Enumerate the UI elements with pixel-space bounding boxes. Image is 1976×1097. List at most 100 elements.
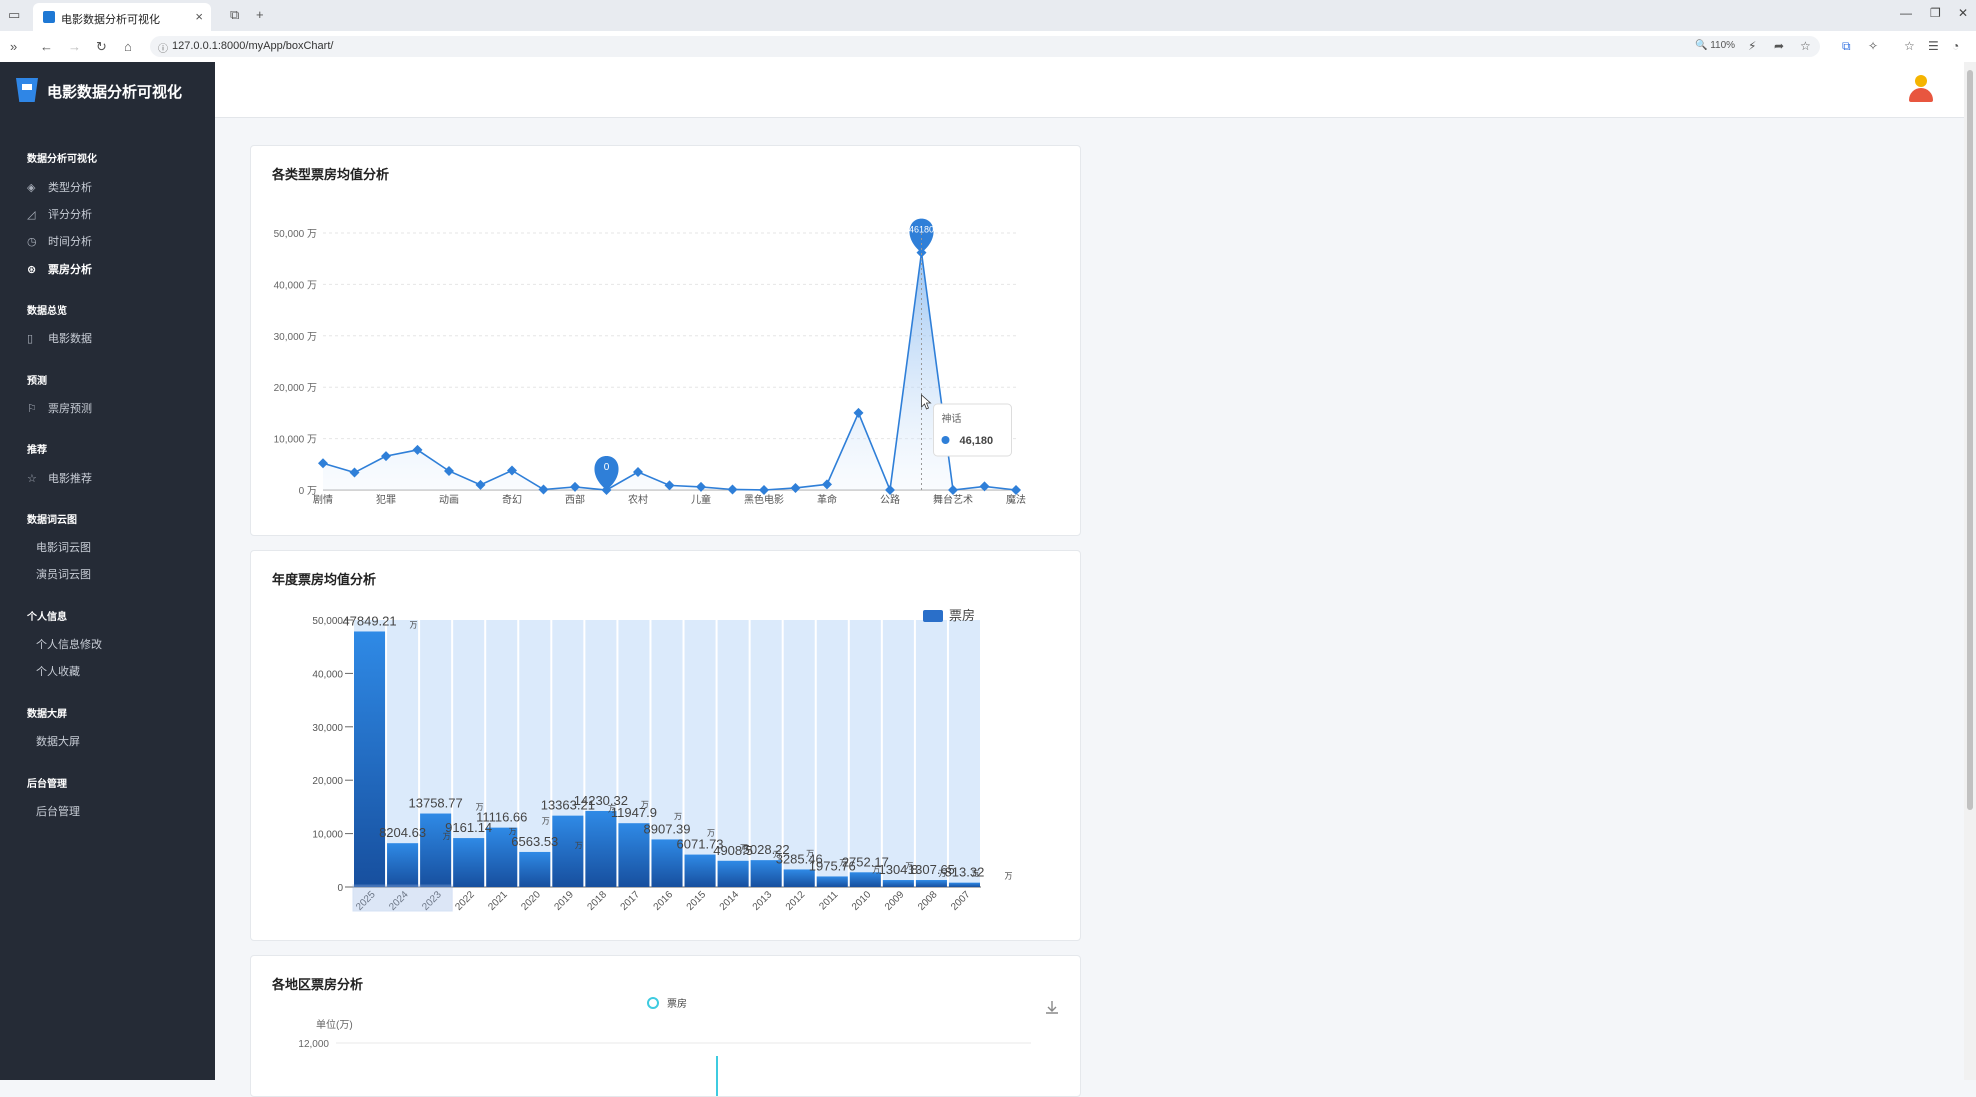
x-tick-label: 儿童 <box>691 493 711 506</box>
section-title-analysis: 数据分析可视化 <box>27 154 97 165</box>
data-point <box>349 467 360 478</box>
bucket-logo-icon <box>16 78 38 102</box>
sidebar-item-boxoffice-analysis[interactable]: ⊛ 票房分析 <box>27 261 92 277</box>
download-icon[interactable] <box>1046 1001 1058 1014</box>
data-point <box>1011 485 1021 495</box>
sidebar-item-genre-analysis[interactable]: ◈ 类型分析 <box>27 179 92 195</box>
year-boxoffice-card: 年度票房均值分析 0 10,000 20,000 30,000 40,000 50,000… <box>250 550 1081 941</box>
top-header <box>215 62 1976 118</box>
profile-icon[interactable]: ◔ <box>1952 39 1960 53</box>
extensions-icon[interactable]: ✧ <box>1868 39 1879 53</box>
y-tick-label: 40,000 万 <box>274 280 317 291</box>
sidebar-item-edit-profile[interactable]: 个人信息修改 <box>36 639 102 651</box>
data-point <box>885 485 895 495</box>
max-pin <box>909 218 934 253</box>
bar <box>453 838 485 887</box>
rating-icon: ◿ <box>27 209 36 221</box>
minimize-icon[interactable]: — <box>1900 6 1912 20</box>
app-logo[interactable]: 电影数据分析可视化 <box>14 78 204 102</box>
data-label: 13758.77 <box>409 796 463 811</box>
x-tick-label: 动画 <box>439 494 459 506</box>
sidebar-item-movie-wordcloud[interactable]: 电影词云图 <box>36 542 91 554</box>
sidebar-item-time-analysis[interactable]: ◷ 时间分析 <box>27 233 92 249</box>
sidebar-toggle-icon[interactable]: ▭ <box>8 7 21 22</box>
legend-label: 票房 <box>949 608 975 623</box>
sidebar-item-dashboard[interactable]: 数据大屏 <box>36 736 80 748</box>
background-bar <box>750 620 782 887</box>
window-close-icon[interactable]: ✕ <box>1958 6 1969 20</box>
y-tick-label: 20,000 <box>312 776 343 787</box>
url-field[interactable]: ⓘ 127.0.0.1:8000/myApp/boxChart/ 🔍 110% <box>150 36 1820 57</box>
restore-icon[interactable]: ❐ <box>1930 6 1941 20</box>
bolt-icon[interactable]: ⚡ <box>1748 39 1757 53</box>
clock-icon: ◷ <box>27 236 37 248</box>
scrollbar-thumb[interactable] <box>1967 70 1973 810</box>
translate-icon[interactable]: ⧉ <box>1842 39 1851 53</box>
favorites-icon[interactable]: ☆ <box>1904 39 1915 53</box>
x-tick-label: 2018 <box>586 889 610 913</box>
bar <box>783 869 815 887</box>
forward-icon[interactable]: → <box>68 39 81 54</box>
share-icon[interactable]: ➦ <box>1774 39 1785 53</box>
sidebar-item-favorites[interactable]: 个人收藏 <box>36 666 80 678</box>
data-point <box>538 484 549 495</box>
mouse-cursor-icon <box>921 394 932 410</box>
year-bar-chart[interactable]: 0 10,000 20,000 30,000 40,000 50,000 47849.21 万… <box>251 551 1080 940</box>
zoom-indicator[interactable]: 🔍 110% <box>1695 40 1736 51</box>
bar <box>684 854 716 887</box>
sidebar-item-movie-data[interactable]: ▯ 电影数据 <box>27 330 92 346</box>
series-area <box>323 252 1016 490</box>
browser-tab[interactable]: 电影数据分析可视化 × <box>33 3 211 31</box>
data-label: 1307.65 <box>908 862 955 877</box>
y-tick-label: 0 <box>337 883 343 894</box>
data-point <box>979 481 990 492</box>
data-label: 4908.5 <box>713 843 753 858</box>
region-chart[interactable]: 票房 单位(万) 12,000 <box>251 956 1080 1096</box>
y-tick-label: 40,000 <box>312 669 343 680</box>
avatar-body <box>1909 88 1933 102</box>
user-avatar-icon[interactable] <box>1906 73 1934 103</box>
tooltip: 神话 46,180 <box>933 403 1012 457</box>
sidebar-item-label: 类型分析 <box>48 182 92 194</box>
menu-icon[interactable]: ☰ <box>1928 39 1939 53</box>
card-title: 各地区票房分析 <box>272 977 364 992</box>
bar <box>387 843 419 887</box>
data-point <box>444 465 454 476</box>
x-tick-label: 2014 <box>718 889 742 913</box>
data-label-unit: 万 <box>938 869 946 878</box>
sidebar-item-admin[interactable]: 后台管理 <box>36 806 80 818</box>
background-bar <box>783 620 815 887</box>
region-boxoffice-card: 各地区票房分析 票房 单位(万) 12,000 <box>250 955 1081 1097</box>
reload-icon[interactable]: ↻ <box>96 39 107 54</box>
sidebar-item-label: 评分分析 <box>48 209 92 221</box>
sidebar-item-actor-wordcloud[interactable]: 演员词云图 <box>36 569 91 581</box>
genre-line-chart[interactable]: 0 万 10,000 万 20,000 万 30,000 万 40,000 万 50,00… <box>251 146 1080 535</box>
sidebar-item-boxoffice-predict[interactable]: ⚐ 票房预测 <box>27 400 92 416</box>
page-scrollbar[interactable] <box>1964 62 1976 1080</box>
y-tick-label: 30,000 万 <box>274 332 317 343</box>
x-tick-label: 2015 <box>685 889 709 913</box>
data-point <box>507 465 517 476</box>
x-tick-label: 农村 <box>628 493 648 506</box>
data-label-unit: 万 <box>674 812 682 821</box>
back-icon[interactable]: ← <box>40 39 53 54</box>
zoom-slider-handle <box>352 884 453 912</box>
tab-list-icon[interactable]: ⧉ <box>230 7 240 22</box>
sidebar-item-movie-recommend[interactable]: ☆ 电影推荐 <box>27 470 92 486</box>
card-title: 各类型票房均值分析 <box>272 167 390 182</box>
sidebar-item-rating-analysis[interactable]: ◿ 评分分析 <box>27 206 92 222</box>
x-tick-label: 2020 <box>519 889 543 913</box>
y-tick-label: 50,000 <box>312 616 343 627</box>
new-tab-icon[interactable]: + <box>256 7 264 22</box>
home-icon[interactable]: ⌂ <box>124 39 132 54</box>
bookmark-star-icon[interactable]: ☆ <box>1800 39 1811 53</box>
x-tick-label: 2022 <box>453 889 477 913</box>
section-title-dashboard: 数据大屏 <box>27 709 67 720</box>
data-label: 6071.73 <box>677 837 724 852</box>
background-bar <box>948 620 980 887</box>
legend-label: 票房 <box>667 997 687 1010</box>
bar <box>486 827 518 887</box>
tab-close-icon[interactable]: × <box>195 9 203 24</box>
expand-icon[interactable]: » <box>10 39 18 54</box>
background-bar <box>849 620 881 887</box>
